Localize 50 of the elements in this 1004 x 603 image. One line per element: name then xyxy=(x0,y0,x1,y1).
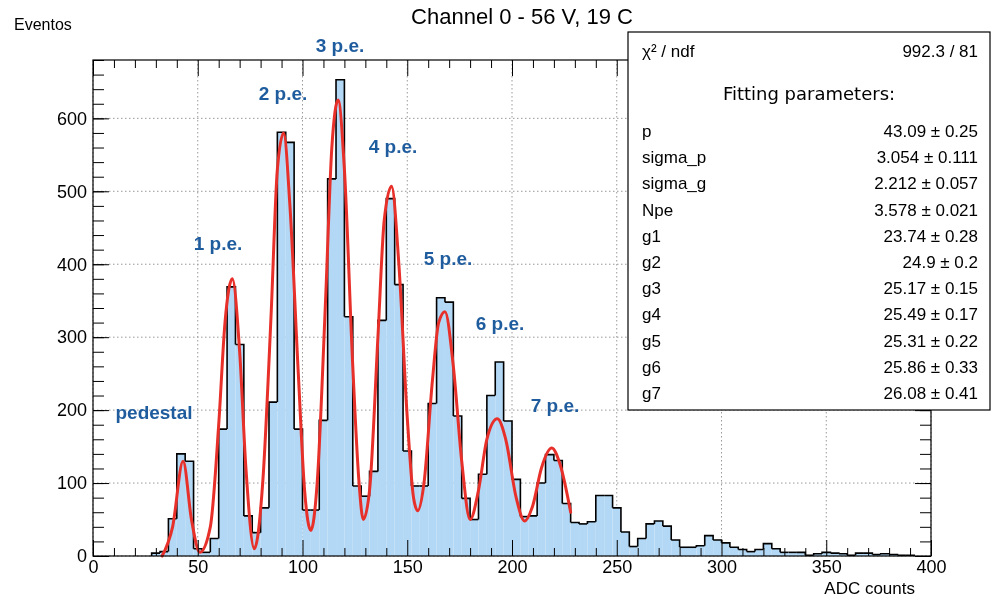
annotation: g5 xyxy=(642,331,661,351)
y-axis-title: Eventos xyxy=(14,16,72,33)
annotation: 25.17 ± 0.15 xyxy=(883,279,978,299)
annotation: g7 xyxy=(642,384,661,403)
annotation: p xyxy=(642,122,652,141)
annotation: g2 xyxy=(642,253,661,272)
x-tick-label: 350 xyxy=(811,556,842,577)
y-tick-label: 100 xyxy=(56,473,87,494)
annotation: g4 xyxy=(642,305,661,325)
annotation: 3.054 ± 0.111 xyxy=(876,148,978,168)
x-tick-label: 50 xyxy=(188,556,209,577)
annotation: 2.212 ± 0.057 xyxy=(874,174,978,194)
y-tick-label: 200 xyxy=(56,400,87,421)
y-tick-label: 500 xyxy=(56,181,87,202)
y-tick-label: 300 xyxy=(56,327,87,348)
annotation: 3.578 ± 0.021 xyxy=(874,200,978,220)
annotation: Npe xyxy=(642,200,674,220)
annotation: 4 p.e. xyxy=(368,136,418,157)
annotation: Fitting parameters: xyxy=(722,83,896,104)
annotation: 25.49 ± 0.17 xyxy=(883,305,978,325)
x-tick-label: 400 xyxy=(916,556,947,577)
annotation: 1 p.e. xyxy=(193,233,243,254)
chart-title: Channel 0 - 56 V, 19 C xyxy=(411,4,633,29)
x-tick-label: 200 xyxy=(497,556,528,577)
x-tick-label: 150 xyxy=(392,556,423,577)
y-tick-label: 400 xyxy=(56,254,87,275)
x-axis-title: ADC counts xyxy=(824,579,915,598)
annotation: 2 p.e. xyxy=(258,83,308,104)
annotation: 6 p.e. xyxy=(475,313,525,334)
annotation: 24.9 ± 0.2 xyxy=(902,253,978,272)
annotation: 26.08 ± 0.41 xyxy=(883,384,978,403)
annotation: g6 xyxy=(642,357,661,377)
annotation: 23.74 ± 0.28 xyxy=(883,226,978,246)
annotation: 43.09 ± 0.25 xyxy=(883,122,978,141)
annotation: g3 xyxy=(642,279,661,299)
x-tick-label: 300 xyxy=(706,556,738,577)
x-tick-label: 250 xyxy=(602,556,633,577)
annotation: χ² / ndf xyxy=(642,42,695,61)
annotation: 992.3 / 81 xyxy=(902,42,978,61)
x-tick-label: 100 xyxy=(287,556,319,577)
y-tick-label: 600 xyxy=(56,108,87,129)
annotation: pedestal xyxy=(115,402,193,423)
annotation: 25.86 ± 0.33 xyxy=(883,357,978,377)
annotation: 5 p.e. xyxy=(423,248,473,269)
annotation: 7 p.e. xyxy=(530,395,580,416)
annotation: sigma_g xyxy=(642,174,707,194)
annotation: g1 xyxy=(642,226,661,246)
annotation: 25.31 ± 0.22 xyxy=(883,331,978,351)
text: 3 p.e. xyxy=(315,35,365,56)
annotation: sigma_p xyxy=(642,148,707,168)
